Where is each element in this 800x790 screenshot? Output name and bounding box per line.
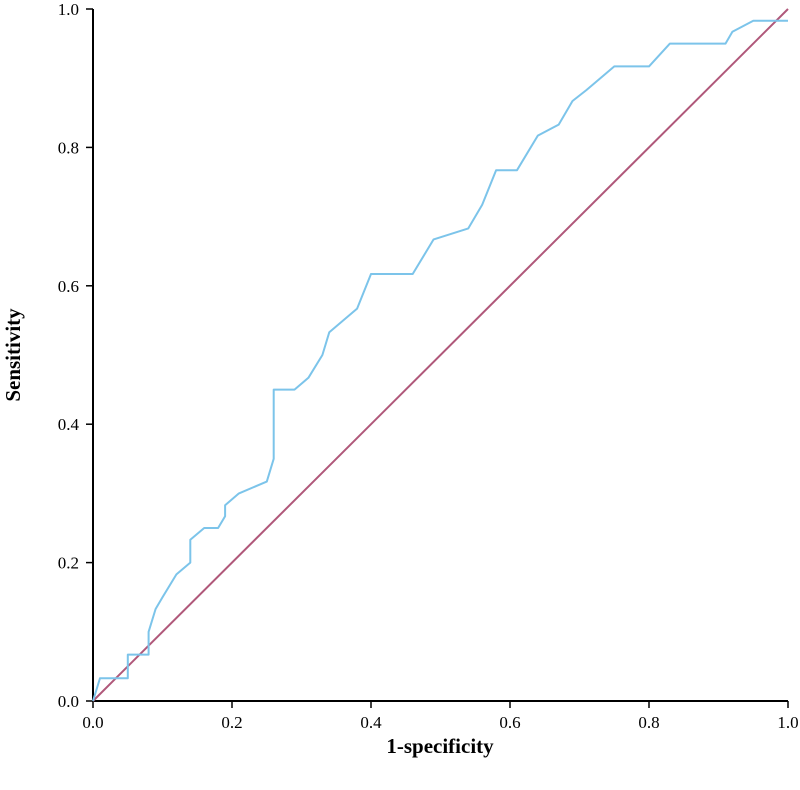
y-tick-label: 0.0 xyxy=(58,692,79,711)
y-tick-label: 1.0 xyxy=(58,0,79,19)
x-tick-label: 0.4 xyxy=(360,713,382,732)
reference-line xyxy=(92,8,789,702)
y-tick-label: 0.8 xyxy=(58,138,79,157)
y-ticks: 0.0 0.2 0.4 0.6 0.8 1.0 xyxy=(58,0,93,711)
roc-curve-line xyxy=(92,19,788,702)
plot-series xyxy=(92,8,789,702)
y-tick-label: 0.4 xyxy=(58,415,80,434)
y-axis-title: Sensitivity xyxy=(1,308,25,402)
x-tick-label: 0.0 xyxy=(82,713,103,732)
y-tick-label: 0.2 xyxy=(58,554,79,573)
x-ticks: 0.0 0.2 0.4 0.6 0.8 1.0 xyxy=(82,701,799,732)
x-axis-title: 1-specificity xyxy=(386,734,494,758)
x-tick-label: 1.0 xyxy=(777,713,798,732)
axes xyxy=(92,9,788,702)
x-tick-label: 0.2 xyxy=(221,713,242,732)
y-tick-label: 0.6 xyxy=(58,277,79,296)
x-tick-label: 0.6 xyxy=(499,713,520,732)
x-tick-label: 0.8 xyxy=(638,713,659,732)
